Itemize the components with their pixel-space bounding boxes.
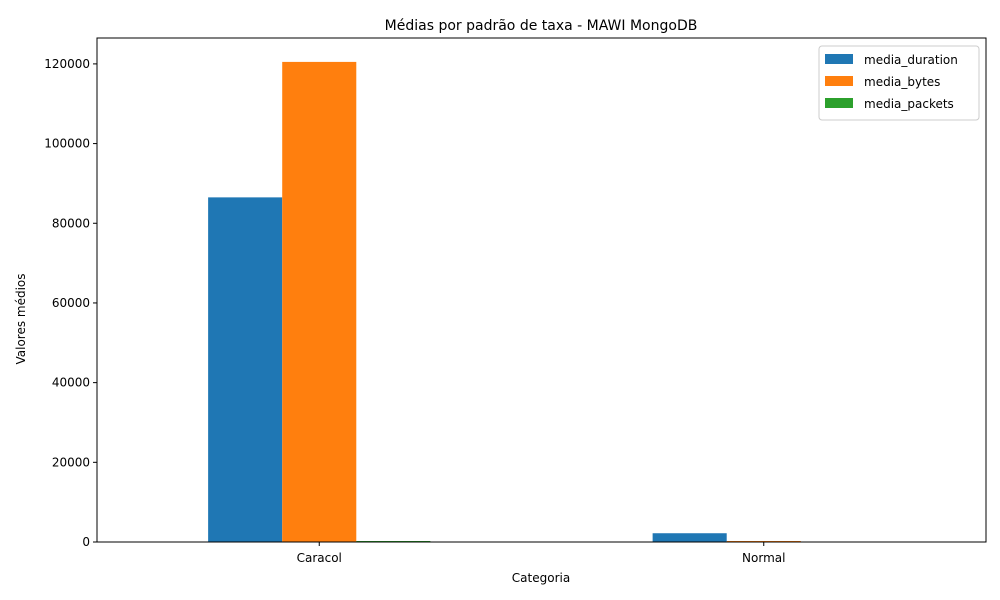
y-tick-label: 20000 — [52, 455, 90, 469]
bar-media_duration-normal — [652, 533, 727, 542]
y-tick-label: 0 — [82, 535, 90, 549]
chart-title: Médias por padrão de taxa - MAWI MongoDB — [385, 18, 698, 34]
x-axis-label: Categoria — [512, 571, 570, 585]
x-tick-label: Normal — [742, 551, 785, 565]
bars-group — [208, 61, 875, 542]
legend-box — [818, 45, 980, 121]
axes-group: Caracol Normal 0 20000 40000 60000 80000 100000… — [44, 37, 987, 565]
y-axis-label: Valores médios — [14, 273, 28, 364]
y-tick-label: 40000 — [52, 376, 90, 390]
legend-swatch-media_packets — [825, 98, 853, 108]
y-tick-label: 60000 — [52, 296, 90, 310]
plot-frame — [96, 37, 987, 543]
bar-media_bytes-caracol — [282, 61, 357, 542]
legend-swatch-media_duration — [825, 54, 853, 64]
y-tick-label: 100000 — [44, 137, 90, 151]
y-tick-label: 120000 — [44, 57, 90, 71]
y-tick-label: 80000 — [52, 216, 90, 230]
bar-media_duration-caracol — [208, 197, 283, 542]
legend: media_duration media_bytes media_packets — [818, 45, 980, 121]
legend-swatch-media_bytes — [825, 76, 853, 86]
legend-label-media_bytes: media_bytes — [864, 75, 940, 89]
legend-label-media_packets: media_packets — [864, 97, 954, 111]
x-tick-label: Caracol — [297, 551, 342, 565]
legend-label-media_duration: media_duration — [864, 53, 958, 67]
